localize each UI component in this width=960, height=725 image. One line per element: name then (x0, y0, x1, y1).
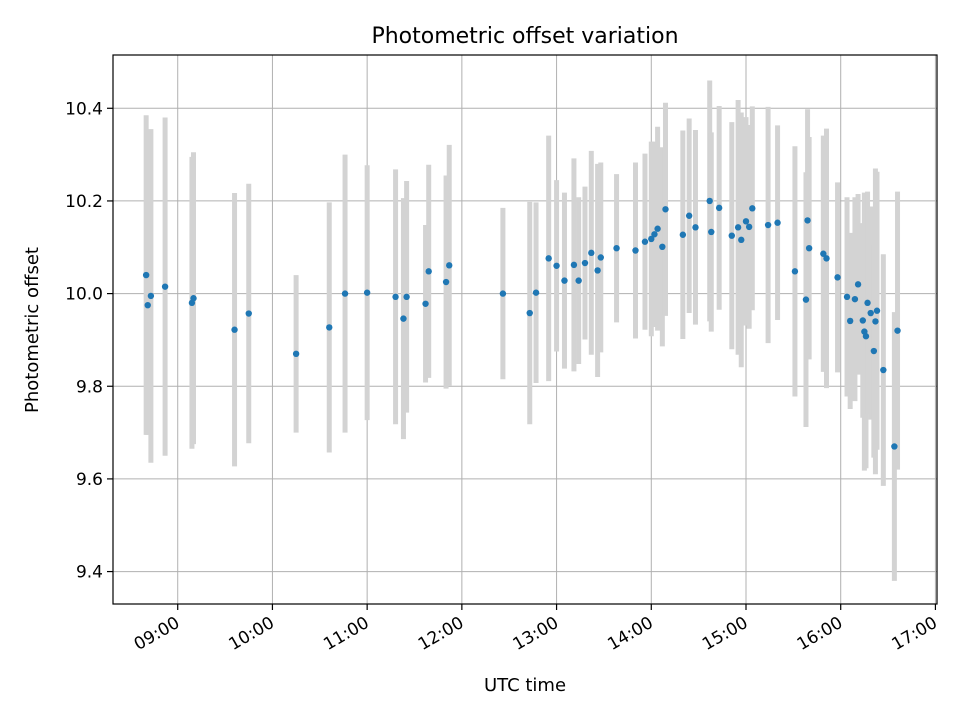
data-point (190, 295, 197, 302)
data-point (764, 221, 772, 229)
data-point (802, 296, 810, 303)
data-point (738, 236, 745, 244)
data-point (588, 249, 595, 257)
data-point (864, 299, 871, 307)
data-point (341, 290, 349, 297)
data-point (581, 259, 589, 267)
data-point (613, 244, 620, 252)
data-point (632, 247, 639, 254)
x-axis-label: UTC time (484, 675, 566, 696)
data-point (734, 224, 742, 231)
data-point (425, 268, 432, 275)
grid (113, 55, 937, 604)
data-point (891, 443, 898, 450)
data-point (692, 224, 699, 231)
data-point (392, 293, 399, 301)
y-tick-label: 10.4 (65, 99, 103, 119)
data-point (708, 228, 715, 236)
data-point (862, 333, 870, 340)
data-point (873, 307, 881, 314)
y-axis-label: Photometric offset (22, 247, 43, 413)
data-point (422, 300, 429, 307)
data-point (446, 262, 453, 269)
data-point (870, 347, 878, 355)
y-tick-label: 10.2 (65, 192, 103, 212)
data-point (749, 205, 756, 212)
data-point (859, 317, 867, 324)
data-point (641, 238, 649, 245)
data-point (728, 232, 735, 239)
data-point (706, 197, 713, 205)
data-points (142, 197, 901, 450)
data-point (834, 274, 841, 281)
y-tick-label: 9.8 (76, 377, 103, 397)
data-point (715, 204, 723, 212)
data-point (245, 310, 252, 317)
y-axis-ticks: 9.4 9.6 9.8 10.0 10.2 10.4 (65, 99, 113, 583)
data-point (403, 293, 410, 301)
data-point (659, 243, 666, 251)
data-point (894, 327, 901, 334)
data-point (561, 277, 568, 284)
y-tick-label: 9.4 (76, 563, 103, 583)
data-point (851, 295, 859, 303)
data-point (499, 290, 507, 297)
data-point (823, 255, 830, 262)
data-point (363, 289, 371, 296)
data-point (570, 261, 578, 269)
data-point (575, 277, 582, 284)
data-point (161, 283, 169, 290)
data-point (805, 244, 813, 252)
y-tick-label: 10.0 (65, 285, 103, 305)
data-point (867, 309, 874, 317)
data-point (651, 231, 658, 238)
data-point (142, 271, 150, 279)
data-point (526, 309, 533, 317)
y-tick-label: 9.6 (76, 470, 103, 490)
data-point (532, 289, 540, 296)
data-point (662, 206, 669, 213)
chart-title: Photometric offset variation (371, 24, 678, 49)
data-point (594, 267, 601, 274)
data-point (292, 350, 300, 358)
data-point (442, 278, 450, 286)
data-point (326, 324, 333, 331)
data-point (843, 293, 851, 301)
data-point (648, 235, 655, 243)
data-point (880, 366, 887, 374)
data-point (774, 219, 781, 226)
data-point (231, 326, 238, 333)
data-point (654, 225, 661, 232)
data-point (745, 223, 753, 231)
data-point (872, 318, 879, 325)
data-point (742, 218, 750, 225)
data-point (597, 254, 604, 261)
data-point (685, 212, 693, 219)
data-point (144, 301, 151, 309)
data-point (804, 217, 811, 224)
data-point (545, 255, 552, 262)
plot-frame (112, 54, 938, 605)
data-point (553, 262, 560, 269)
data-point (400, 315, 407, 322)
data-point (846, 317, 854, 325)
data-point (679, 231, 687, 238)
data-point (147, 292, 155, 300)
data-point (820, 250, 827, 257)
data-point (854, 281, 862, 288)
data-point (791, 268, 799, 275)
